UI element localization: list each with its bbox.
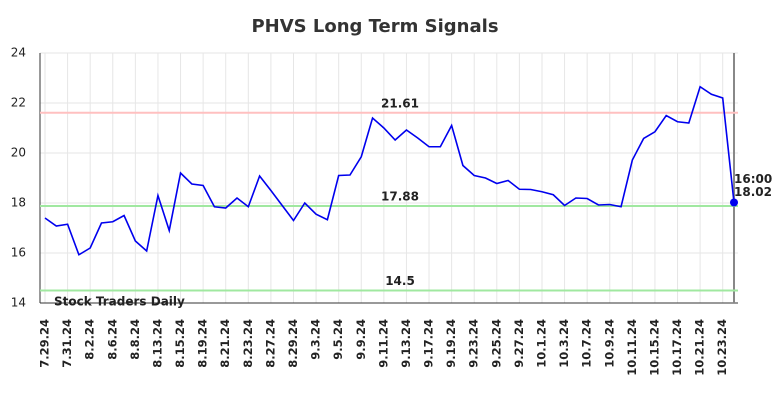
x-tick-label: 9.9.24 xyxy=(354,319,368,360)
y-tick-label: 22 xyxy=(11,96,26,110)
x-tick-label: 8.2.24 xyxy=(83,319,97,360)
x-tick-label: 8.23.24 xyxy=(241,319,255,368)
x-tick-label: 9.5.24 xyxy=(331,319,345,360)
price-line xyxy=(44,85,735,256)
x-tick-label: 10.1.24 xyxy=(534,319,548,368)
x-tick-label: 8.21.24 xyxy=(218,319,232,368)
x-tick-label: 9.11.24 xyxy=(376,319,390,368)
x-tick-label: 10.7.24 xyxy=(580,319,594,368)
x-tick-label: 9.19.24 xyxy=(444,319,458,368)
watermark: Stock Traders Daily xyxy=(54,295,185,309)
x-tick-label: 10.15.24 xyxy=(647,319,661,376)
x-tick-label: 9.27.24 xyxy=(512,319,526,368)
y-tick-label: 24 xyxy=(11,46,26,60)
y-tick-label: 20 xyxy=(11,146,26,160)
x-tick-label: 10.3.24 xyxy=(557,319,571,368)
x-tick-label: 8.13.24 xyxy=(150,319,164,368)
y-tick-label: 14 xyxy=(11,296,26,310)
x-tick-label: 10.17.24 xyxy=(670,319,684,376)
x-tick-label: 8.29.24 xyxy=(286,319,300,368)
x-tick-label: 9.23.24 xyxy=(467,319,481,368)
x-tick-label: 9.13.24 xyxy=(399,319,413,368)
x-tick-label: 8.8.24 xyxy=(128,319,142,360)
x-tick-label: 9.17.24 xyxy=(422,319,436,368)
x-tick-label: 8.19.24 xyxy=(196,319,210,368)
x-tick-label: 9.3.24 xyxy=(309,319,323,360)
reference-label: 17.88 xyxy=(381,190,419,204)
x-tick-label: 10.11.24 xyxy=(625,319,639,376)
x-tick-label: 10.9.24 xyxy=(602,319,616,368)
x-tick-label: 8.27.24 xyxy=(263,319,277,368)
x-tick-label: 8.6.24 xyxy=(105,319,119,360)
x-tick-label: 9.25.24 xyxy=(489,319,503,368)
y-tick-label: 18 xyxy=(11,196,26,210)
y-tick-label: 16 xyxy=(11,246,26,260)
x-tick-label: 7.29.24 xyxy=(38,319,52,368)
chart-title: PHVS Long Term Signals xyxy=(251,16,498,37)
x-tick-label: 8.15.24 xyxy=(173,319,187,368)
x-tick-label: 10.23.24 xyxy=(715,319,729,376)
reference-label: 14.5 xyxy=(385,274,415,288)
last-time: 16:00 xyxy=(734,172,772,186)
reference-label: 21.61 xyxy=(381,96,419,110)
x-tick-label: 10.21.24 xyxy=(693,319,707,376)
x-tick-label: 7.31.24 xyxy=(60,319,74,368)
last-point xyxy=(730,198,738,207)
last-value: 18.02 xyxy=(734,185,772,199)
